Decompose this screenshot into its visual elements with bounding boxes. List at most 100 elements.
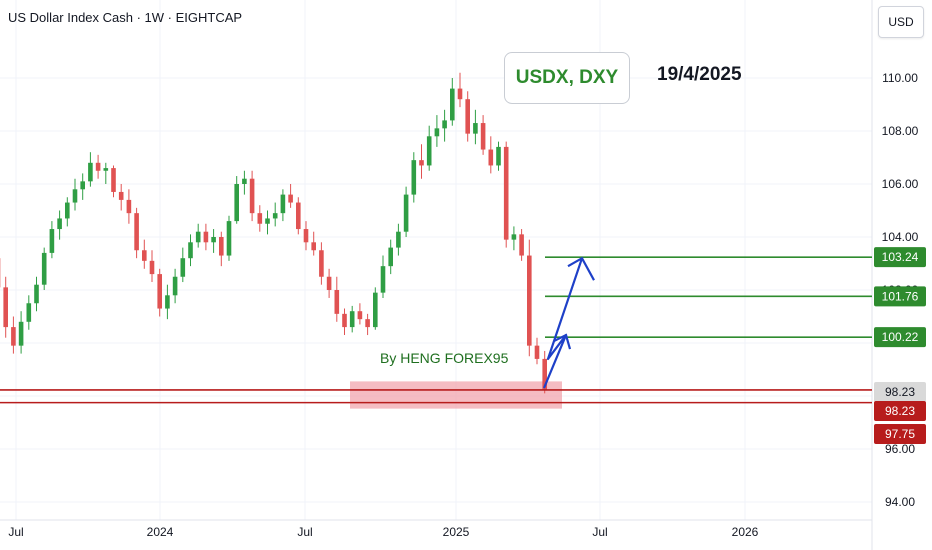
price-tag-label: 98.23: [885, 404, 915, 418]
currency-button[interactable]: USD: [878, 6, 924, 38]
candle: [126, 189, 132, 224]
candle: [534, 337, 540, 365]
candle-body: [180, 258, 186, 277]
candle: [319, 242, 324, 285]
candle: [265, 210, 270, 235]
price-tag-label: 101.76: [882, 289, 919, 303]
candle: [118, 184, 124, 211]
candle-body: [311, 242, 316, 251]
candle: [88, 152, 93, 187]
candle-body: [349, 311, 355, 328]
candle-body: [511, 234, 517, 240]
candle-body: [234, 184, 239, 222]
candlestick-series: [0, 72, 547, 394]
x-tick-label: 2024: [147, 525, 174, 539]
price-tag: 100.22: [874, 327, 926, 348]
candle-body: [480, 123, 486, 150]
candle-body: [11, 327, 16, 346]
candle-body: [419, 160, 424, 166]
candle-body: [403, 194, 409, 232]
candle: [527, 239, 532, 357]
support-zone: [350, 381, 562, 409]
time-axis: Jul 2024 Jul 2025 Jul 2026: [8, 525, 758, 539]
price-tag-box: [874, 327, 926, 348]
candle-body: [334, 290, 340, 314]
candle: [349, 305, 355, 333]
candle-body: [365, 319, 370, 328]
candle: [172, 268, 178, 304]
candle: [388, 239, 393, 275]
candle-body: [426, 136, 432, 166]
candle-body: [473, 123, 478, 134]
candle-body: [257, 213, 263, 224]
candle-body: [65, 202, 70, 219]
candle: [257, 205, 263, 232]
y-tick-label: 110.00: [882, 71, 918, 85]
candle-body: [34, 284, 39, 304]
candle: [342, 308, 347, 336]
y-tick-label: 96.00: [885, 442, 915, 456]
candle: [503, 141, 509, 248]
candle-body: [457, 88, 463, 100]
candle-body: [211, 237, 216, 243]
candle: [450, 78, 455, 126]
candle-body: [249, 178, 255, 214]
candle-body: [411, 160, 417, 195]
candle-body: [157, 274, 162, 309]
y-tick-label: 108.00: [882, 124, 919, 138]
candle-body: [103, 168, 109, 171]
candle: [380, 255, 386, 298]
candle: [473, 109, 478, 145]
candle-body: [188, 242, 193, 259]
candle: [373, 287, 378, 330]
y-tick-label: 94.00: [885, 495, 915, 509]
candle-body: [226, 221, 232, 256]
candle: [296, 197, 301, 235]
candle-body: [126, 199, 132, 214]
x-tick-label: 2026: [732, 525, 759, 539]
price-tag-box: [874, 424, 926, 444]
candle-body: [434, 128, 440, 137]
x-tick-label: Jul: [297, 525, 312, 539]
candle-body: [503, 146, 509, 240]
candle: [396, 223, 401, 256]
price-tags-layer: 103.24 101.76 100.22 98.23 98.23 97.75: [874, 247, 926, 444]
candle: [272, 202, 278, 227]
price-tag-label: 97.75: [885, 427, 915, 441]
candle-body: [396, 231, 401, 248]
candle: [180, 247, 186, 283]
price-tag-label: 103.24: [882, 250, 919, 264]
candle-body: [296, 202, 301, 230]
candle-body: [465, 99, 470, 134]
candle-body: [3, 287, 8, 328]
candle-body: [41, 252, 47, 285]
candle: [49, 221, 55, 259]
candle: [103, 162, 109, 184]
price-tag: 98.23: [874, 401, 926, 421]
candle-body: [88, 162, 93, 182]
candle-body: [72, 189, 78, 203]
candle-body: [118, 191, 124, 200]
candle: [480, 115, 486, 155]
price-tag-box: [874, 401, 926, 421]
candle-body: [542, 358, 547, 390]
candle-body: [288, 194, 293, 203]
candle-body: [272, 213, 278, 219]
candle-body: [280, 194, 286, 214]
candle-body: [149, 260, 155, 275]
candle: [357, 303, 363, 325]
candle: [57, 210, 62, 240]
candle: [326, 268, 332, 298]
candle: [488, 136, 494, 174]
candle-body: [380, 266, 386, 293]
candle-body: [319, 250, 324, 277]
horizontal-levels-layer: [0, 256, 872, 404]
projection-arrow-path: [542, 257, 584, 389]
price-tag: 103.24: [874, 247, 926, 268]
candle: [11, 316, 16, 354]
candle-body: [95, 162, 101, 171]
candle: [442, 109, 447, 142]
candle: [403, 186, 409, 237]
candle-body: [142, 250, 147, 261]
